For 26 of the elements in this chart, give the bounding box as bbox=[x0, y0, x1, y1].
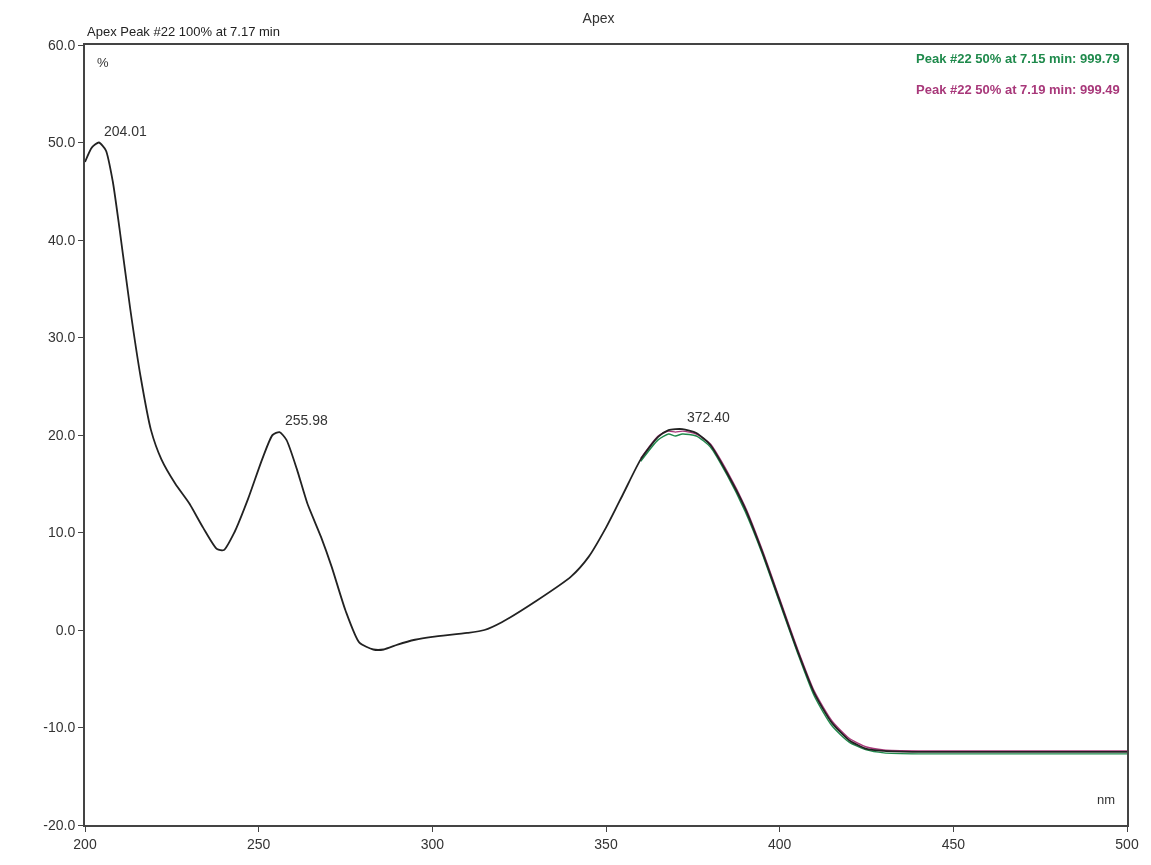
x-tick-label: 250 bbox=[246, 835, 271, 852]
y-tick-label: 60.0 bbox=[47, 36, 76, 53]
y-tick-label: 10.0 bbox=[47, 524, 76, 541]
text: Apex Peak #22 100% at 7.17 min bbox=[87, 24, 280, 39]
text: Peak #22 50% at 7.19 min: 999.49 bbox=[916, 82, 1120, 97]
x-tick-label: 200 bbox=[73, 835, 97, 852]
y-tick-label: 0.0 bbox=[55, 621, 76, 638]
line-series bbox=[85, 141, 1127, 753]
annotation: 255.98 bbox=[285, 412, 329, 428]
text: Peak #22 50% at 7.15 min: 999.79 bbox=[916, 51, 1120, 66]
x-tick-label: 350 bbox=[594, 835, 618, 852]
y-tick-label: -20.0 bbox=[43, 816, 76, 833]
y-tick-label: -10.0 bbox=[43, 719, 76, 736]
annotation: 204.01 bbox=[104, 123, 148, 139]
y-tick-label: 30.0 bbox=[47, 329, 76, 346]
y-tick-label: 40.0 bbox=[47, 231, 76, 248]
x-tick-label: 500 bbox=[1115, 835, 1139, 852]
x-tick-label: 450 bbox=[941, 835, 966, 852]
annotation: 372.40 bbox=[687, 409, 731, 425]
y-tick-label: 50.0 bbox=[47, 134, 76, 151]
x-tick-label: 400 bbox=[767, 835, 792, 852]
x-tick-label: 300 bbox=[420, 835, 445, 852]
y-axis-title: % bbox=[97, 55, 109, 70]
chart-title: Apex bbox=[582, 9, 615, 26]
y-tick-label: 20.0 bbox=[47, 426, 76, 443]
x-axis-title: nm bbox=[1097, 792, 1116, 807]
